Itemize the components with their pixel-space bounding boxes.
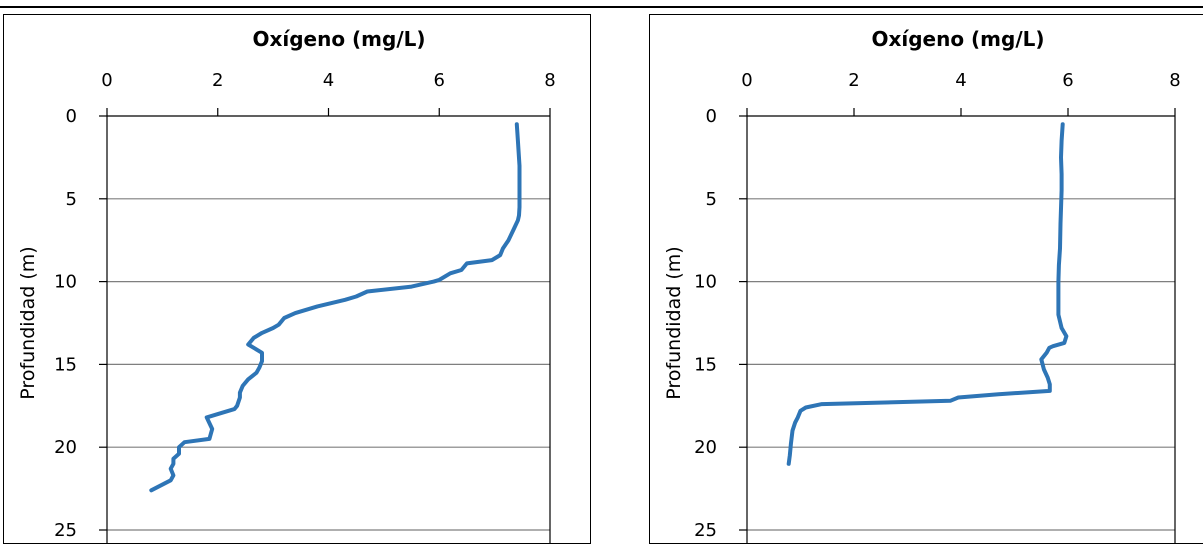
x-tick-label: 8 <box>1169 70 1180 91</box>
chart-title: Oxígeno (mg/L) <box>871 27 1044 51</box>
y-tick-label: 25 <box>694 520 717 541</box>
series-line-oxygen <box>786 122 1069 466</box>
y-axis-label: Profundidad (m) <box>663 246 685 399</box>
y-tick-label: 20 <box>54 437 77 458</box>
top-border-line <box>0 6 1203 8</box>
chart-title: Oxígeno (mg/L) <box>252 27 425 51</box>
oxygen-profile-chart-right: Oxígeno (mg/L) 0 5 10 15 20 25 0 2 4 6 8 Profundidad… <box>663 27 1181 543</box>
y-tick-label: 0 <box>66 106 77 127</box>
x-tick-label: 8 <box>544 70 555 91</box>
x-tick-label: 6 <box>434 70 445 91</box>
x-tick-label: 4 <box>323 70 334 91</box>
x-tick-label: 6 <box>1062 70 1073 91</box>
y-tick-label: 15 <box>54 354 77 375</box>
x-tick-label: 2 <box>848 70 859 91</box>
chart-panel-left: Oxígeno (mg/L) 0 5 10 15 20 25 0 2 4 6 8 Profundidad… <box>3 14 591 544</box>
y-axis-label: Profundidad (m) <box>17 246 39 399</box>
y-tick-label: 5 <box>706 189 717 210</box>
oxygen-profile-chart-left: Oxígeno (mg/L) 0 5 10 15 20 25 0 2 4 6 8 Profundidad… <box>17 27 556 543</box>
x-tick-label: 4 <box>955 70 966 91</box>
y-tick-label: 10 <box>694 272 717 293</box>
y-tick-label: 25 <box>54 520 77 541</box>
y-tick-label: 10 <box>54 272 77 293</box>
x-tick-label: 0 <box>101 70 112 91</box>
y-tick-label: 20 <box>694 437 717 458</box>
x-tick-label: 2 <box>212 70 223 91</box>
y-tick-label: 5 <box>66 189 77 210</box>
x-tick-label: 0 <box>741 70 752 91</box>
y-tick-label: 0 <box>706 106 717 127</box>
series-line-oxygen <box>149 122 522 493</box>
y-tick-label: 15 <box>694 354 717 375</box>
chart-panel-right: Oxígeno (mg/L) 0 5 10 15 20 25 0 2 4 6 8 Profundidad… <box>649 14 1203 544</box>
